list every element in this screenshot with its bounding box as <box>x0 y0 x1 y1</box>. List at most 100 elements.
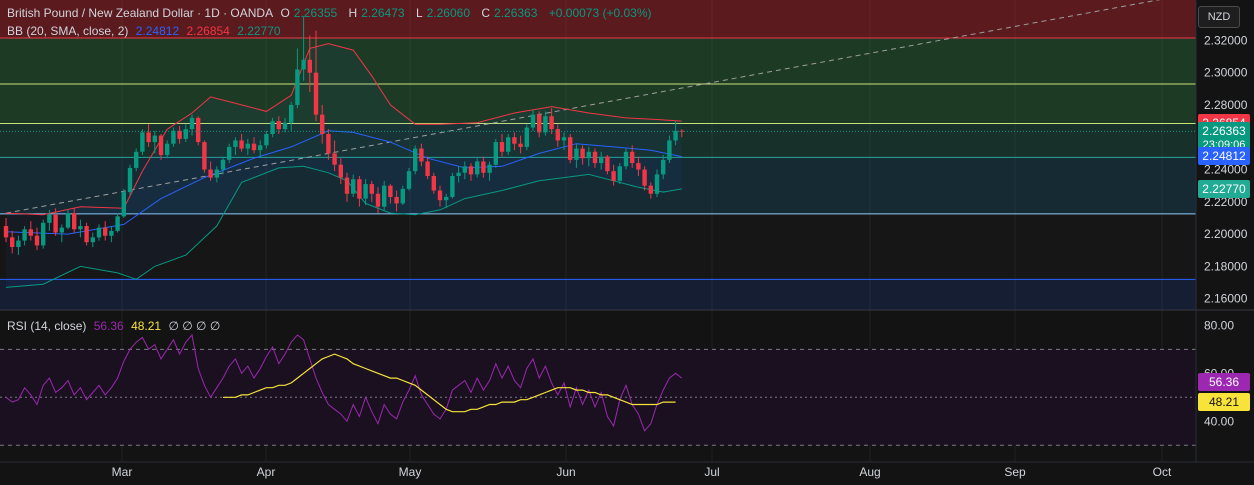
candle[interactable] <box>344 172 350 202</box>
candle[interactable] <box>115 213 120 233</box>
bb-legend-label[interactable]: BB (20, SMA, close, 2) <box>7 24 129 38</box>
candle[interactable] <box>65 209 71 230</box>
candle[interactable] <box>245 138 250 155</box>
candle[interactable] <box>59 224 64 243</box>
candle[interactable] <box>165 140 170 159</box>
candle[interactable] <box>103 221 108 241</box>
candle[interactable] <box>568 134 573 164</box>
trendline[interactable] <box>5 0 1184 214</box>
candle[interactable] <box>152 130 157 154</box>
candle[interactable] <box>177 125 182 144</box>
candle[interactable] <box>413 145 418 175</box>
candle[interactable] <box>518 135 523 154</box>
candle[interactable] <box>276 116 281 135</box>
candle[interactable] <box>611 164 616 186</box>
candle[interactable] <box>320 104 325 144</box>
rsi-legend-label[interactable]: RSI (14, close) <box>7 319 87 333</box>
candle[interactable] <box>487 161 492 181</box>
candle[interactable] <box>661 155 666 180</box>
candle[interactable] <box>574 143 579 168</box>
candle[interactable] <box>468 163 474 181</box>
candle[interactable] <box>109 226 114 243</box>
candle[interactable] <box>617 163 622 185</box>
candle[interactable] <box>369 180 374 202</box>
rsi-legend[interactable]: RSI (14, close) 56.36 48.21 ∅ ∅ ∅ ∅ <box>7 319 224 333</box>
candle[interactable] <box>444 193 449 209</box>
candle[interactable] <box>313 30 319 122</box>
candle[interactable] <box>419 143 424 167</box>
candle[interactable] <box>202 140 207 173</box>
candle[interactable] <box>134 148 139 172</box>
candle[interactable] <box>481 156 486 178</box>
candle[interactable] <box>592 148 598 168</box>
candle[interactable] <box>431 172 436 194</box>
candle[interactable] <box>251 137 257 154</box>
candle[interactable] <box>642 166 647 191</box>
candle[interactable] <box>351 174 356 197</box>
candle[interactable] <box>214 166 219 183</box>
candle[interactable] <box>537 111 542 138</box>
candle[interactable] <box>146 124 151 147</box>
candle[interactable] <box>357 175 362 207</box>
candle[interactable] <box>630 145 635 168</box>
candle[interactable] <box>28 221 33 241</box>
candle[interactable] <box>623 148 629 170</box>
candle[interactable] <box>289 101 294 131</box>
candle[interactable] <box>301 16 306 81</box>
candle[interactable] <box>72 208 77 233</box>
candle[interactable] <box>332 140 337 172</box>
candle[interactable] <box>295 48 300 109</box>
candle[interactable] <box>140 129 145 155</box>
candle[interactable] <box>270 117 275 138</box>
candle[interactable] <box>586 146 591 167</box>
candle[interactable] <box>264 130 269 149</box>
candle[interactable] <box>22 226 27 246</box>
candle[interactable] <box>307 35 312 93</box>
candle[interactable] <box>10 230 15 254</box>
candle[interactable] <box>239 134 244 152</box>
bb-legend[interactable]: BB (20, SMA, close, 2) 2.24812 2.26854 2… <box>7 24 285 38</box>
symbol-title[interactable]: British Pound / New Zealand Dollar · 1D … <box>7 6 274 20</box>
candle[interactable] <box>382 180 387 210</box>
candle[interactable] <box>400 185 405 206</box>
candle[interactable] <box>524 124 529 151</box>
candle[interactable] <box>456 166 461 183</box>
candle[interactable] <box>196 116 201 146</box>
candle[interactable] <box>34 227 40 251</box>
candle[interactable] <box>183 124 188 143</box>
candle[interactable] <box>84 222 89 246</box>
candle[interactable] <box>506 134 511 155</box>
candle[interactable] <box>258 140 263 157</box>
candle[interactable] <box>363 179 368 206</box>
candle[interactable] <box>437 185 443 207</box>
candle[interactable] <box>475 158 480 178</box>
candle[interactable] <box>543 111 548 136</box>
candle[interactable] <box>47 209 52 231</box>
candle[interactable] <box>388 184 393 204</box>
candle[interactable] <box>220 156 226 175</box>
candle[interactable] <box>499 134 505 157</box>
candle[interactable] <box>530 109 536 131</box>
candle[interactable] <box>282 117 288 133</box>
candle[interactable] <box>555 124 560 147</box>
candle[interactable] <box>493 138 498 168</box>
candle[interactable] <box>227 143 232 164</box>
candle[interactable] <box>208 161 213 181</box>
candle[interactable] <box>648 182 653 199</box>
candle[interactable] <box>90 232 95 248</box>
candle[interactable] <box>425 156 430 180</box>
candle[interactable] <box>654 169 660 197</box>
candle[interactable] <box>171 127 176 147</box>
candle[interactable] <box>394 190 399 212</box>
candle[interactable] <box>462 161 467 180</box>
candle[interactable] <box>78 219 83 238</box>
candle[interactable] <box>375 187 381 214</box>
candle[interactable] <box>512 132 517 151</box>
candle[interactable] <box>549 108 554 135</box>
candle[interactable] <box>580 145 585 165</box>
candle[interactable] <box>599 151 604 170</box>
candle[interactable] <box>53 208 58 236</box>
candle[interactable] <box>96 224 102 241</box>
